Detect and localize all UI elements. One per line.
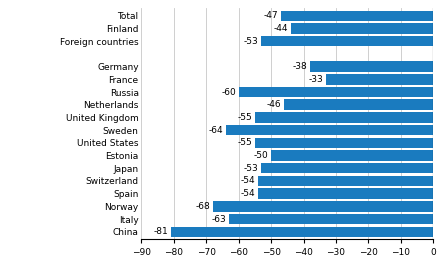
Text: -68: -68 xyxy=(195,202,210,211)
Text: -63: -63 xyxy=(212,215,226,224)
Text: -55: -55 xyxy=(237,113,252,122)
Text: -50: -50 xyxy=(254,151,268,160)
Bar xyxy=(290,23,433,34)
Text: -53: -53 xyxy=(244,164,259,173)
Text: -53: -53 xyxy=(244,37,259,46)
Bar xyxy=(261,36,433,47)
Bar xyxy=(284,100,433,110)
Bar xyxy=(310,61,433,72)
Text: -44: -44 xyxy=(274,24,288,33)
Text: -46: -46 xyxy=(267,100,282,109)
Bar xyxy=(255,138,433,148)
Text: -81: -81 xyxy=(153,227,168,236)
Bar xyxy=(239,87,433,97)
Bar xyxy=(271,150,433,161)
Bar xyxy=(213,201,433,212)
Text: -64: -64 xyxy=(209,126,223,135)
Text: -60: -60 xyxy=(221,88,236,97)
Text: -54: -54 xyxy=(241,189,255,198)
Bar xyxy=(261,163,433,174)
Text: -33: -33 xyxy=(309,75,324,84)
Text: -38: -38 xyxy=(293,62,307,71)
Bar xyxy=(281,11,433,21)
Bar xyxy=(171,227,433,237)
Bar xyxy=(258,176,433,186)
Text: -55: -55 xyxy=(237,138,252,147)
Bar xyxy=(226,125,433,135)
Text: -54: -54 xyxy=(241,177,255,186)
Bar xyxy=(326,74,433,85)
Bar xyxy=(258,188,433,199)
Text: -47: -47 xyxy=(263,11,278,20)
Bar xyxy=(229,214,433,224)
Bar xyxy=(255,112,433,123)
